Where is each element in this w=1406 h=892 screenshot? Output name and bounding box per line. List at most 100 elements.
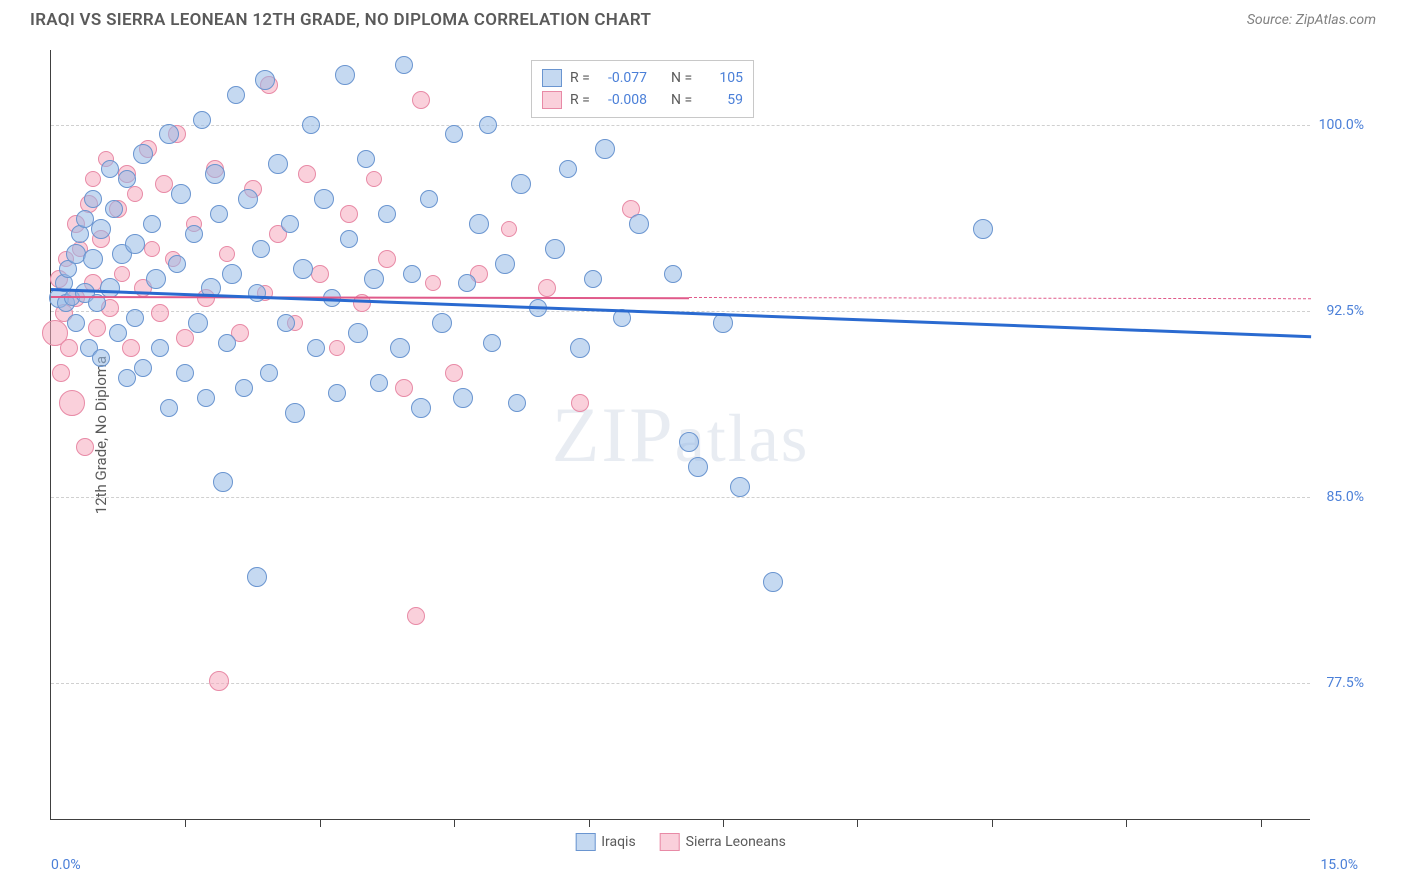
scatter-point-iraqi bbox=[185, 225, 203, 243]
stats-label-r: R = bbox=[570, 70, 600, 86]
scatter-point-iraqi bbox=[118, 369, 136, 387]
stats-row: R =-0.008N =59 bbox=[542, 89, 743, 111]
legend-item: Iraqis bbox=[575, 833, 635, 851]
scatter-point-iraqi bbox=[730, 477, 750, 497]
y-tick-label: 100.0% bbox=[1319, 117, 1364, 133]
scatter-point-iraqi bbox=[247, 567, 267, 587]
scatter-point-iraqi bbox=[370, 374, 388, 392]
gridline bbox=[51, 497, 1310, 498]
scatter-point-sierra bbox=[395, 379, 413, 397]
scatter-point-sierra bbox=[311, 265, 329, 283]
scatter-point-iraqi bbox=[277, 314, 295, 332]
scatter-point-iraqi bbox=[559, 160, 577, 178]
x-tick bbox=[992, 819, 993, 827]
scatter-point-iraqi bbox=[125, 234, 145, 254]
scatter-point-iraqi bbox=[483, 334, 501, 352]
scatter-point-sierra bbox=[571, 394, 589, 412]
scatter-point-iraqi bbox=[67, 314, 85, 332]
scatter-point-iraqi bbox=[458, 274, 476, 292]
scatter-point-iraqi bbox=[679, 432, 699, 452]
stats-swatch bbox=[542, 69, 562, 87]
scatter-point-iraqi bbox=[328, 384, 346, 402]
scatter-point-iraqi bbox=[713, 313, 733, 333]
scatter-point-iraqi bbox=[205, 164, 225, 184]
scatter-point-iraqi bbox=[629, 214, 649, 234]
scatter-point-iraqi bbox=[160, 399, 178, 417]
source-label: Source: ZipAtlas.com bbox=[1247, 12, 1376, 28]
scatter-point-iraqi bbox=[159, 124, 179, 144]
scatter-point-iraqi bbox=[357, 150, 375, 168]
scatter-point-iraqi bbox=[248, 284, 266, 302]
y-tick-label: 85.0% bbox=[1326, 489, 1364, 505]
x-tick bbox=[1261, 819, 1262, 827]
scatter-point-iraqi bbox=[453, 388, 473, 408]
scatter-point-sierra bbox=[88, 319, 106, 337]
scatter-point-iraqi bbox=[340, 230, 358, 248]
scatter-point-iraqi bbox=[348, 323, 368, 343]
x-axis-min-label: 0.0% bbox=[51, 857, 81, 873]
chart-container: 12th Grade, No Diploma ZIPatlas R =-0.07… bbox=[50, 50, 1360, 820]
x-tick bbox=[185, 819, 186, 827]
stats-legend: R =-0.077N =105R =-0.008N =59 bbox=[531, 60, 754, 118]
scatter-point-iraqi bbox=[495, 254, 515, 274]
scatter-point-sierra bbox=[340, 205, 358, 223]
scatter-point-iraqi bbox=[222, 264, 242, 284]
scatter-point-iraqi bbox=[83, 249, 103, 269]
scatter-point-sierra bbox=[298, 165, 316, 183]
scatter-point-sierra bbox=[122, 339, 140, 357]
scatter-point-iraqi bbox=[285, 403, 305, 423]
scatter-point-iraqi bbox=[445, 125, 463, 143]
scatter-point-iraqi bbox=[570, 338, 590, 358]
scatter-point-sierra bbox=[425, 275, 441, 291]
scatter-point-iraqi bbox=[146, 269, 166, 289]
scatter-point-iraqi bbox=[218, 334, 236, 352]
scatter-point-iraqi bbox=[260, 364, 278, 382]
scatter-point-iraqi bbox=[134, 359, 152, 377]
scatter-point-iraqi bbox=[268, 154, 288, 174]
stats-value-r: -0.008 bbox=[608, 92, 663, 108]
scatter-point-sierra bbox=[412, 91, 430, 109]
scatter-point-sierra bbox=[127, 186, 143, 202]
y-tick-label: 92.5% bbox=[1326, 303, 1364, 319]
watermark: ZIPatlas bbox=[552, 390, 810, 480]
scatter-point-iraqi bbox=[364, 269, 384, 289]
x-tick bbox=[1126, 819, 1127, 827]
scatter-point-iraqi bbox=[227, 86, 245, 104]
scatter-point-iraqi bbox=[213, 472, 233, 492]
scatter-point-iraqi bbox=[118, 170, 136, 188]
scatter-point-sierra bbox=[52, 364, 70, 382]
scatter-point-iraqi bbox=[238, 189, 258, 209]
plot-area: ZIPatlas R =-0.077N =105R =-0.008N =59 I… bbox=[50, 50, 1310, 820]
scatter-point-iraqi bbox=[403, 265, 421, 283]
gridline bbox=[51, 683, 1310, 684]
scatter-point-sierra bbox=[151, 304, 169, 322]
x-tick bbox=[857, 819, 858, 827]
scatter-point-iraqi bbox=[395, 56, 413, 74]
scatter-point-iraqi bbox=[105, 200, 123, 218]
scatter-point-sierra bbox=[209, 671, 229, 691]
scatter-point-iraqi bbox=[126, 309, 144, 327]
scatter-point-iraqi bbox=[763, 572, 783, 592]
legend-item: Sierra Leoneans bbox=[660, 833, 786, 851]
scatter-point-iraqi bbox=[255, 70, 275, 90]
scatter-point-iraqi bbox=[432, 313, 452, 333]
trend-line-sierra-ext bbox=[689, 297, 1311, 299]
scatter-point-iraqi bbox=[595, 139, 615, 159]
scatter-point-iraqi bbox=[479, 116, 497, 134]
legend-label: Iraqis bbox=[601, 834, 635, 850]
scatter-point-sierra bbox=[85, 171, 101, 187]
scatter-point-iraqi bbox=[314, 189, 334, 209]
stats-value-r: -0.077 bbox=[608, 70, 663, 86]
scatter-point-iraqi bbox=[973, 219, 993, 239]
scatter-point-iraqi bbox=[133, 144, 153, 164]
scatter-point-iraqi bbox=[420, 190, 438, 208]
trend-line-sierra bbox=[51, 296, 689, 299]
x-axis-max-label: 15.0% bbox=[1320, 857, 1358, 873]
scatter-point-iraqi bbox=[664, 265, 682, 283]
scatter-point-sierra bbox=[76, 438, 94, 456]
legend-swatch bbox=[660, 833, 680, 851]
stats-value-n: 59 bbox=[709, 92, 743, 108]
scatter-point-iraqi bbox=[168, 255, 186, 273]
stats-row: R =-0.077N =105 bbox=[542, 67, 743, 89]
scatter-point-iraqi bbox=[411, 398, 431, 418]
